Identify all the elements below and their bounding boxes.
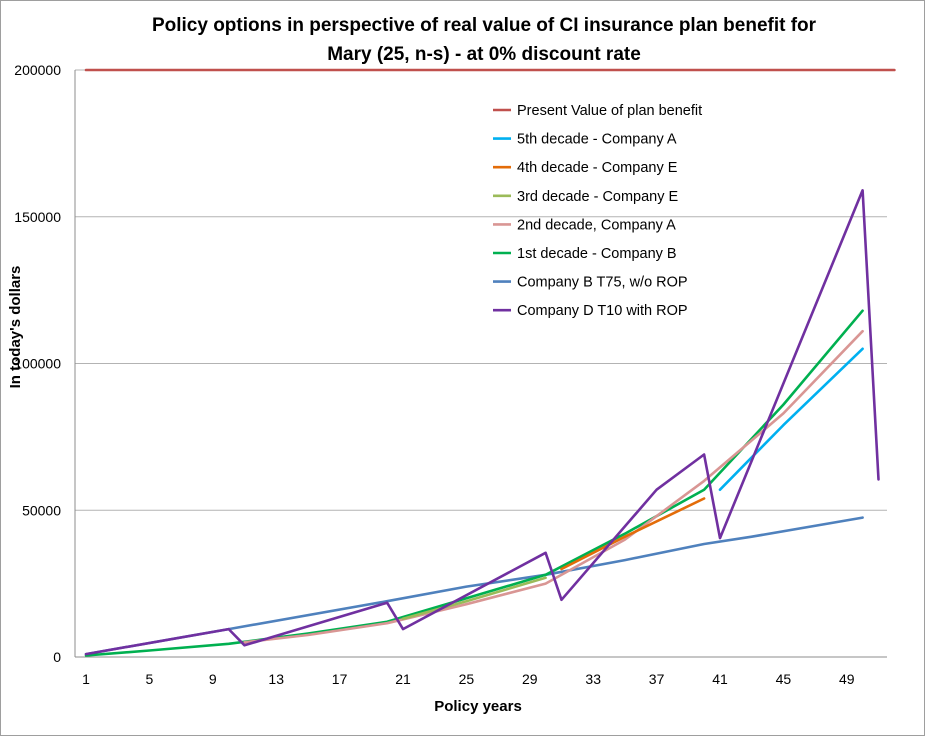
legend-label: 4th decade - Company E xyxy=(517,160,678,176)
y-tick-label: 100000 xyxy=(14,356,61,372)
legend-label: 3rd decade - Company E xyxy=(517,189,679,205)
x-tick-label: 49 xyxy=(839,671,855,687)
y-axis-tick-labels: 0 50000 100000 150000 200000 xyxy=(14,62,61,665)
y-tick-label: 0 xyxy=(53,649,61,665)
x-tick-label: 37 xyxy=(649,671,665,687)
legend-label: 1st decade - Company B xyxy=(517,246,677,262)
y-tick-label: 50000 xyxy=(22,502,61,518)
chart-title-line-1: Policy options in perspective of real va… xyxy=(152,15,817,36)
x-tick-label: 1 xyxy=(82,671,90,687)
x-tick-label: 25 xyxy=(459,671,475,687)
legend-label: Company D T10 with ROP xyxy=(517,303,688,319)
series-lines xyxy=(84,68,896,657)
x-axis-tick-labels: 1 5 9 13 17 21 25 29 33 37 41 45 49 xyxy=(82,671,855,687)
series-line-4 xyxy=(243,329,864,644)
legend-label: 2nd decade, Company A xyxy=(517,217,676,233)
x-tick-label: 41 xyxy=(712,671,728,687)
x-tick-label: 33 xyxy=(585,671,601,687)
x-tick-label: 9 xyxy=(209,671,217,687)
x-tick-label: 5 xyxy=(146,671,154,687)
legend-label: Company B T75, w/o ROP xyxy=(517,275,688,291)
series-line-1 xyxy=(718,347,864,492)
x-tick-label: 13 xyxy=(268,671,284,687)
x-tick-label: 45 xyxy=(776,671,792,687)
gridlines xyxy=(74,69,887,658)
series-line-7 xyxy=(84,189,880,656)
y-tick-label: 150000 xyxy=(14,209,61,225)
y-axis-title: In today's dollars xyxy=(7,266,24,389)
x-axis-title: Policy years xyxy=(434,698,522,715)
chart-title-line-2: Mary (25, n-s) - at 0% discount rate xyxy=(327,44,641,65)
legend-label: Present Value of plan benefit xyxy=(517,103,702,119)
x-tick-label: 17 xyxy=(332,671,348,687)
series-line-2 xyxy=(560,497,706,571)
x-tick-label: 21 xyxy=(395,671,411,687)
series-line-3 xyxy=(401,576,547,621)
legend: Present Value of plan benefit 5th decade … xyxy=(493,103,702,319)
x-tick-label: 29 xyxy=(522,671,538,687)
y-tick-label: 200000 xyxy=(14,62,61,78)
series-line-5 xyxy=(84,309,864,657)
legend-label: 5th decade - Company A xyxy=(517,132,677,148)
